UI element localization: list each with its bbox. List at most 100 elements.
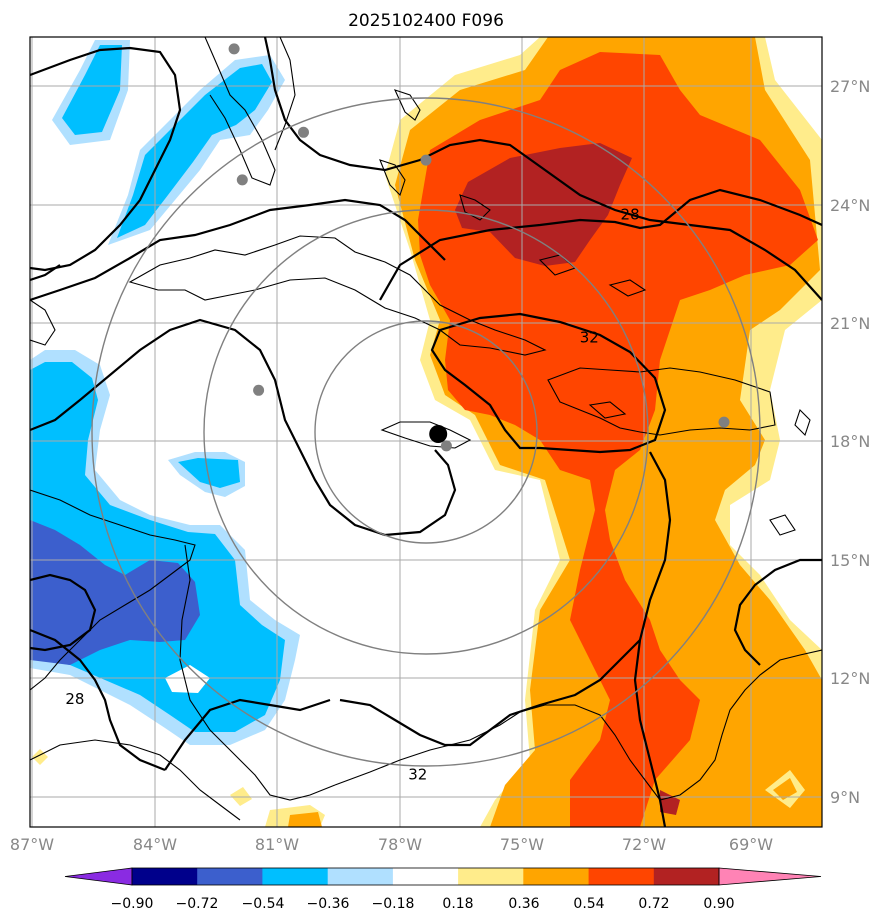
x-tick-label: 87°W bbox=[10, 835, 54, 854]
range-ring-middle bbox=[203, 209, 649, 655]
colorbar-frame bbox=[131, 867, 720, 886]
contour-label: 32 bbox=[580, 329, 599, 347]
colorbar-tick-label: 0.54 bbox=[573, 896, 604, 912]
contour-labels: 28 32 32 28 bbox=[65, 206, 639, 784]
coast-honduras bbox=[30, 489, 196, 691]
range-rings bbox=[91, 97, 761, 767]
coast-jamaica bbox=[380, 421, 472, 449]
chart-title: 2025102400 F096 bbox=[348, 11, 504, 31]
contour-west-low bbox=[30, 573, 97, 652]
colorbar-tick-label: 0.18 bbox=[442, 896, 473, 912]
contour-mid-north bbox=[30, 264, 61, 282]
y-tick-label: 21°N bbox=[830, 314, 870, 333]
x-tick-label: 84°W bbox=[133, 835, 177, 854]
storm-center-marker bbox=[429, 425, 448, 443]
station-marker bbox=[228, 43, 240, 55]
contour-label: 32 bbox=[408, 765, 427, 783]
gridlines bbox=[30, 37, 822, 827]
coast-puerto-rico-area bbox=[588, 401, 627, 419]
colorbar-swatch bbox=[262, 868, 329, 885]
anomaly-band-neg0.36-nw bbox=[62, 45, 122, 135]
y-tick-label: 12°N bbox=[830, 669, 870, 688]
colorbar-swatch bbox=[327, 868, 394, 885]
coast-bahamas-1 bbox=[393, 89, 421, 121]
station-marker bbox=[236, 174, 248, 186]
contour-label: 28 bbox=[65, 690, 84, 708]
coast-florida-east bbox=[274, 37, 296, 151]
contour-32-south bbox=[339, 639, 641, 747]
colorbar-tick-label: −0.54 bbox=[242, 896, 285, 912]
x-tick-label: 78°W bbox=[378, 835, 422, 854]
colorbar-swatch bbox=[588, 868, 655, 885]
anomaly-band-neg0.36-fl bbox=[117, 64, 272, 238]
colorbar-extend-max bbox=[718, 867, 822, 886]
anomaly-spot-s-inner bbox=[288, 812, 322, 827]
anomaly-band-0.72-south bbox=[660, 790, 680, 815]
range-ring-outer bbox=[91, 97, 761, 767]
y-tick-label: 15°N bbox=[830, 551, 870, 570]
coast-bahamas-2 bbox=[379, 159, 406, 197]
station-marker bbox=[298, 126, 309, 138]
anomaly-spot-se-inner bbox=[773, 778, 797, 800]
colorbar-tick-label: −0.90 bbox=[111, 896, 154, 912]
x-axis-ticks: 87°W 84°W 81°W 78°W 75°W 72°W 69°W bbox=[10, 835, 773, 854]
anomaly-band-neg0.54-w bbox=[30, 520, 200, 665]
anomaly-band-neg0.36-small bbox=[178, 458, 240, 488]
y-axis-ticks: 27°N 24°N 21°N 18°N 15°N 12°N 9°N bbox=[830, 77, 870, 807]
contour-east-2 bbox=[733, 558, 822, 666]
warm-anomaly-field bbox=[32, 37, 822, 827]
colorbar-tick-label: −0.18 bbox=[372, 896, 415, 912]
colorbar-swatch bbox=[392, 868, 459, 885]
contour-label: 28 bbox=[621, 206, 640, 224]
colorbar-labels: −0.90 −0.72 −0.54 −0.36 −0.18 0.18 0.36 … bbox=[111, 896, 735, 912]
coast-islands-east bbox=[769, 514, 796, 536]
contour-south-mid bbox=[164, 698, 331, 771]
station-marker bbox=[440, 440, 452, 452]
range-ring-inner bbox=[314, 320, 538, 544]
contour-north-28 bbox=[30, 46, 182, 272]
x-tick-label: 81°W bbox=[255, 835, 299, 854]
colorbar: −0.90 −0.72 −0.54 −0.36 −0.18 0.18 0.36 … bbox=[64, 867, 822, 912]
coast-lesser-antilles bbox=[794, 408, 811, 437]
coast-bahamas-3 bbox=[459, 194, 491, 221]
y-tick-label: 9°N bbox=[830, 788, 860, 807]
plot-area: 28 32 32 28 bbox=[30, 37, 822, 827]
coastlines bbox=[30, 37, 822, 821]
contour-28-main bbox=[379, 188, 822, 301]
colorbar-tick-label: 0.90 bbox=[703, 896, 734, 912]
colorbar-extend-min bbox=[64, 867, 133, 886]
colorbar-tick-label: 0.72 bbox=[638, 896, 669, 912]
x-tick-label: 69°W bbox=[729, 835, 773, 854]
x-tick-label: 75°W bbox=[500, 835, 544, 854]
colorbar-swatch bbox=[132, 868, 198, 885]
y-tick-label: 18°N bbox=[830, 432, 870, 451]
y-tick-label: 27°N bbox=[830, 77, 870, 96]
contour-central-west bbox=[30, 318, 457, 537]
colorbar-swatch bbox=[523, 868, 589, 885]
colorbar-tick-label: −0.36 bbox=[307, 896, 350, 912]
station-markers bbox=[228, 43, 730, 452]
anomaly-hole-white bbox=[165, 665, 210, 693]
cool-anomaly-field bbox=[30, 40, 300, 745]
coast-florida bbox=[204, 37, 276, 186]
coast-pacific bbox=[30, 739, 241, 821]
contour-32-loop bbox=[430, 312, 667, 454]
storm-center-layer bbox=[429, 425, 448, 443]
colorbar-swatch bbox=[458, 868, 524, 885]
coast-cuba bbox=[128, 235, 547, 356]
x-tick-label: 72°W bbox=[622, 835, 666, 854]
colorbar-tick-label: 0.36 bbox=[508, 896, 539, 912]
coast-nicaragua bbox=[179, 544, 336, 801]
colorbar-swatch bbox=[197, 868, 263, 885]
coast-bahamas-5 bbox=[608, 279, 647, 297]
station-marker bbox=[718, 416, 730, 428]
y-tick-label: 24°N bbox=[830, 196, 870, 215]
colorbar-swatch bbox=[653, 868, 720, 885]
colorbar-tick-label: −0.72 bbox=[176, 896, 219, 912]
coast-yucatan bbox=[30, 299, 56, 346]
plot-frame bbox=[29, 36, 823, 828]
colorbar-swatches bbox=[64, 867, 822, 886]
contour-north-inner bbox=[30, 198, 446, 302]
coast-panama-colombia bbox=[334, 649, 822, 801]
